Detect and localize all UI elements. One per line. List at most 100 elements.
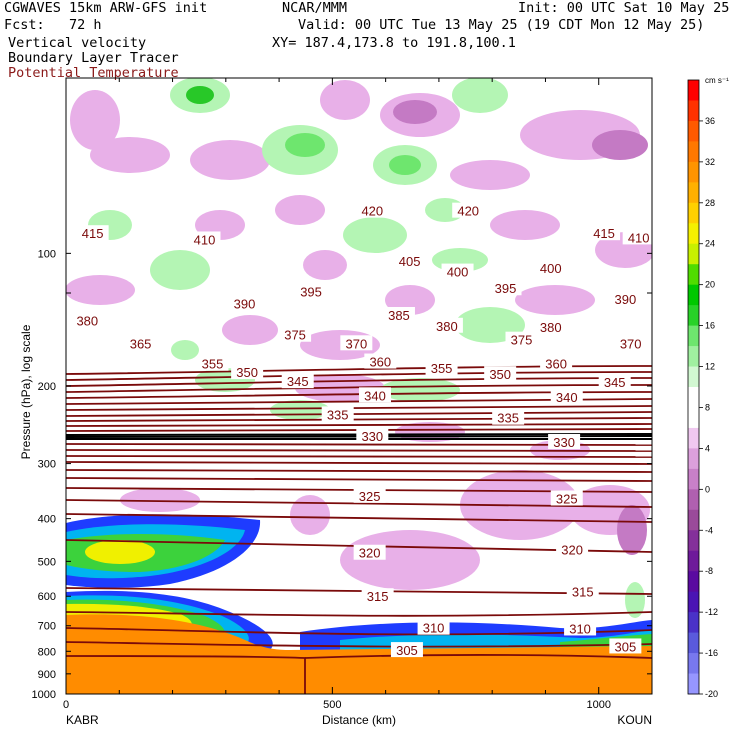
colorbar-swatch bbox=[688, 489, 699, 511]
valid-time: Valid: 00 UTC Tue 13 May 25 (19 CDT Mon … bbox=[298, 17, 705, 33]
theta-label-bg bbox=[489, 280, 522, 296]
y-tick-label: 200 bbox=[38, 381, 56, 393]
theta-label-bg bbox=[550, 389, 583, 405]
theta-label: 410 bbox=[628, 230, 650, 245]
theta-label: 410 bbox=[194, 232, 216, 247]
colorbar-swatch bbox=[688, 591, 699, 613]
theta-label-bg bbox=[484, 366, 517, 382]
theta-label: 345 bbox=[287, 374, 309, 389]
theta-label-bg bbox=[295, 283, 328, 299]
colorbar-swatch bbox=[688, 325, 699, 347]
theta-label: 400 bbox=[540, 261, 562, 276]
theta-label-bg bbox=[417, 619, 450, 635]
colorbar-swatch bbox=[688, 468, 699, 490]
colorbar-swatch bbox=[688, 202, 699, 224]
colorbar-swatch bbox=[688, 448, 699, 470]
y-tick-label: 300 bbox=[38, 459, 56, 471]
y-tick-label: 500 bbox=[38, 556, 56, 568]
theta-label-bg bbox=[609, 638, 642, 654]
colorbar-label: 8 bbox=[705, 402, 710, 412]
theta-label: 420 bbox=[457, 204, 479, 219]
colorbar-swatch bbox=[688, 243, 699, 265]
theta-label-bg bbox=[540, 355, 573, 371]
theta-label-bg bbox=[425, 359, 458, 375]
theta-label-bg bbox=[534, 319, 567, 335]
axis-ticks bbox=[65, 78, 652, 695]
theta-label: 335 bbox=[497, 411, 519, 426]
theta-label-bg bbox=[452, 202, 485, 218]
colorbar-swatch bbox=[688, 366, 699, 388]
colorbar-swatch bbox=[688, 284, 699, 306]
theta-label: 400 bbox=[447, 265, 469, 280]
boundary-layer-tracer bbox=[66, 514, 652, 694]
colorbar-frame bbox=[687, 79, 700, 695]
theta-label: 415 bbox=[82, 226, 104, 241]
theta-label-bg bbox=[548, 434, 581, 450]
theta-label: 375 bbox=[511, 333, 533, 348]
theta-label-bg bbox=[390, 642, 423, 658]
y-tick-label: 900 bbox=[38, 669, 56, 681]
field-potential-temperature: Potential Temperature bbox=[8, 65, 179, 81]
colorbar-label: 36 bbox=[705, 116, 715, 126]
y-tick-label: 600 bbox=[38, 591, 56, 603]
theta-label-bg bbox=[588, 225, 621, 241]
field-vertical-velocity: Vertical velocity bbox=[8, 35, 147, 51]
theta-label-bg bbox=[279, 326, 312, 342]
colorbar: 36 32 28 24 20 16 12 8 4 0 -4 -8 -12 -16 -20 bbox=[687, 79, 718, 699]
y-tick-labels: 100 200 300 400 500 600 700 800 900 1000 bbox=[32, 248, 56, 701]
plot-area: 415 410 420 420 405 400 400 415 410 395 395 390 380 3… bbox=[66, 78, 652, 694]
x-tick-label: 500 bbox=[323, 699, 341, 711]
theta-label: 310 bbox=[569, 621, 591, 636]
colorbar-swatch bbox=[688, 305, 699, 327]
theta-label: 340 bbox=[364, 388, 386, 403]
theta-label: 355 bbox=[202, 357, 224, 372]
theta-label: 380 bbox=[436, 319, 458, 334]
theta-label-bg bbox=[556, 541, 589, 557]
theta-label-bg bbox=[393, 252, 426, 268]
colorbar-label: 28 bbox=[705, 198, 715, 208]
theta-label: 380 bbox=[76, 313, 98, 328]
colorbar-unit: cm s⁻¹ bbox=[705, 76, 729, 85]
theta-label: 315 bbox=[572, 584, 594, 599]
field-boundary-layer-tracer: Boundary Layer Tracer bbox=[8, 50, 179, 66]
y-tick-label: 800 bbox=[38, 646, 56, 658]
theta-label: 355 bbox=[431, 361, 453, 376]
colorbar-swatch bbox=[688, 427, 699, 449]
theta-label: 360 bbox=[369, 355, 391, 370]
theta-label-bg bbox=[231, 364, 264, 380]
theta-label: 315 bbox=[367, 589, 389, 604]
theta-label: 305 bbox=[615, 639, 637, 654]
theta-label: 345 bbox=[604, 375, 626, 390]
theta-label-bg bbox=[361, 588, 394, 604]
theta-label: 405 bbox=[399, 254, 421, 269]
theta-label-bg bbox=[441, 263, 474, 279]
theta-label-bg bbox=[382, 306, 415, 322]
y-tick-label: 400 bbox=[38, 514, 56, 526]
theta-label: 380 bbox=[540, 320, 562, 335]
theta-label-bg bbox=[76, 225, 109, 241]
theta-label-bg bbox=[356, 202, 389, 218]
theta-label-bg bbox=[196, 355, 229, 371]
theta-label: 415 bbox=[593, 226, 615, 241]
theta-label-bg bbox=[228, 295, 261, 311]
x-tick-label: 0 bbox=[63, 699, 69, 711]
theta-label: 395 bbox=[300, 284, 322, 299]
colorbar-swatch bbox=[688, 346, 699, 368]
theta-label-bg bbox=[566, 583, 599, 599]
theta-label-bg bbox=[358, 387, 391, 403]
theta-label: 325 bbox=[359, 489, 381, 504]
colorbar-swatch bbox=[688, 182, 699, 204]
x-axis-label: Distance (km) bbox=[322, 713, 396, 727]
theta-label: 390 bbox=[615, 292, 637, 307]
theta-label: 350 bbox=[489, 367, 511, 382]
theta-label-bg bbox=[356, 428, 389, 444]
theta-label-bg bbox=[505, 331, 538, 347]
init-time: Init: 00 UTC Sat 10 May 25 bbox=[518, 0, 730, 16]
colorbar-swatch bbox=[688, 264, 699, 286]
theta-label: 390 bbox=[234, 297, 256, 312]
right-endpoint-label: KOUN bbox=[617, 713, 652, 727]
colorbar-label: -16 bbox=[705, 648, 718, 658]
theta-label-bg bbox=[550, 490, 583, 506]
theta-label: 340 bbox=[556, 390, 578, 405]
theta-label-bg bbox=[614, 335, 647, 351]
